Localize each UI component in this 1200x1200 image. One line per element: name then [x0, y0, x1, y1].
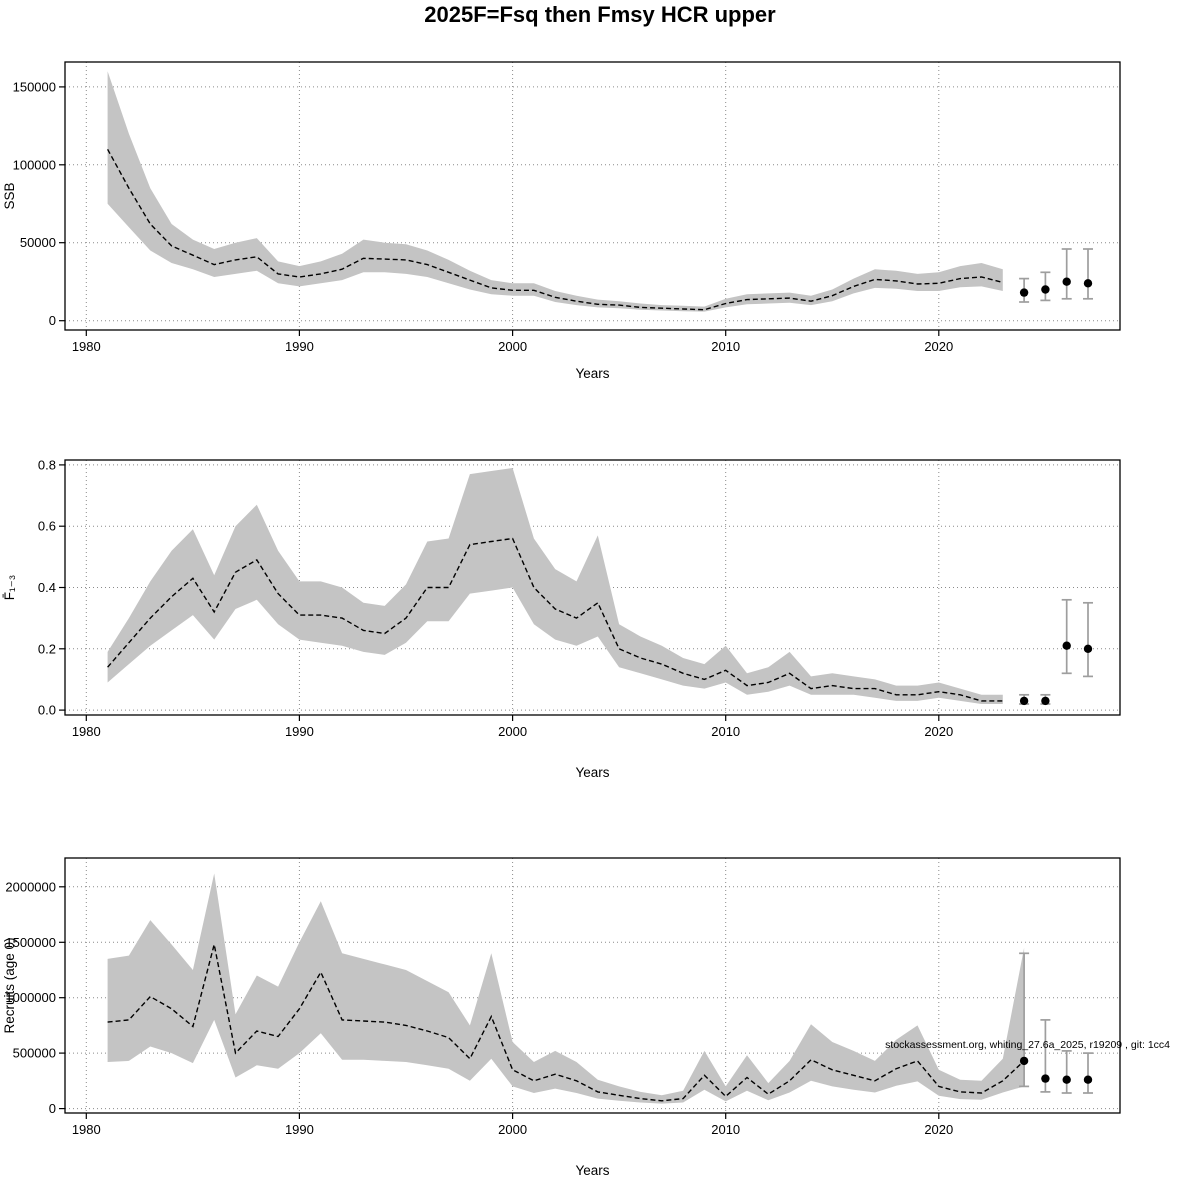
- x-axis-label: Years: [575, 366, 609, 381]
- x-tick-label: 2010: [711, 1122, 740, 1137]
- y-axis-label: F̄₁₋₃: [2, 575, 17, 600]
- plot-frame: [64, 857, 1121, 1114]
- x-axis-label: Years: [575, 1163, 609, 1178]
- confidence-band: [107, 71, 1003, 312]
- x-tick-label: 1990: [285, 339, 314, 354]
- forecast-point: [1019, 1056, 1029, 1066]
- forecast-point: [1041, 285, 1050, 294]
- x-tick-label: 1980: [72, 339, 101, 354]
- x-axis-label: Years: [575, 765, 609, 780]
- y-tick-label: 1000000: [5, 990, 56, 1005]
- y-axis-label: SSB: [2, 182, 17, 209]
- forecast-point: [1062, 1075, 1071, 1084]
- x-tick-label: 1990: [285, 724, 314, 739]
- x-tick-label: 2020: [924, 724, 953, 739]
- y-axis-label: Recruits (age 0): [2, 937, 17, 1033]
- forecast-point: [1083, 644, 1093, 653]
- median-line: [107, 944, 1025, 1102]
- y-tick-label: 0.0: [38, 703, 56, 718]
- confidence-band: [107, 468, 1003, 704]
- x-tick-label: 2010: [711, 339, 740, 354]
- forecast-point: [1041, 696, 1050, 706]
- x-tick-label: 1980: [72, 1122, 101, 1137]
- x-tick-label: 2010: [711, 724, 740, 739]
- forecast-point: [1062, 277, 1071, 286]
- ssb-panel: 1980 1990 2000 2010 2020 0 50000 100000 150000 Ye…: [2, 61, 1121, 381]
- watermark-text: stockassessment.org, whiting_27.6a_2025,…: [885, 1039, 1170, 1051]
- forecast-point: [1041, 1074, 1050, 1083]
- y-tick-label: 150000: [13, 79, 56, 94]
- y-tick-label: 0.6: [38, 519, 56, 534]
- x-tick-label: 1990: [285, 1122, 314, 1137]
- y-tick-label: 50000: [20, 235, 56, 250]
- forecast-point: [1083, 1075, 1093, 1084]
- y-tick-label: 2000000: [5, 879, 56, 894]
- y-tick-label: 0.2: [38, 641, 56, 656]
- x-tick-label: 2020: [924, 1122, 953, 1137]
- x-tick-label: 1980: [72, 724, 101, 739]
- forecast-point: [1083, 279, 1093, 288]
- y-tick-label: 0.4: [38, 580, 56, 595]
- confidence-band: [107, 873, 1025, 1104]
- x-tick-label: 2000: [498, 339, 527, 354]
- x-tick-label: 2000: [498, 1122, 527, 1137]
- median-line: [106, 148, 1003, 311]
- recruits-panel: 1980 1990 2000 2010 2020 0 500000 1000000 150000…: [2, 857, 1121, 1178]
- forecast-point: [1062, 641, 1071, 650]
- y-tick-label: 500000: [13, 1046, 56, 1061]
- x-tick-label: 2020: [924, 339, 953, 354]
- plot-frame: [64, 61, 1121, 331]
- y-tick-label: 0: [49, 1101, 56, 1116]
- fbar-panel: 1980 1990 2000 2010 2020 0.0 0.2 0.4 0.6 0.8 Years…: [2, 457, 1121, 780]
- forecast-point: [1019, 696, 1029, 706]
- forecast-point: [1019, 288, 1029, 297]
- y-tick-label: 100000: [13, 157, 56, 172]
- x-tick-label: 2000: [498, 724, 527, 739]
- chart-title: 2025F=Fsq then Fmsy HCR upper: [424, 2, 776, 27]
- y-tick-label: 1500000: [5, 935, 56, 950]
- y-tick-label: 0.8: [38, 457, 56, 472]
- median-line: [107, 537, 1003, 702]
- y-tick-label: 0: [49, 313, 56, 328]
